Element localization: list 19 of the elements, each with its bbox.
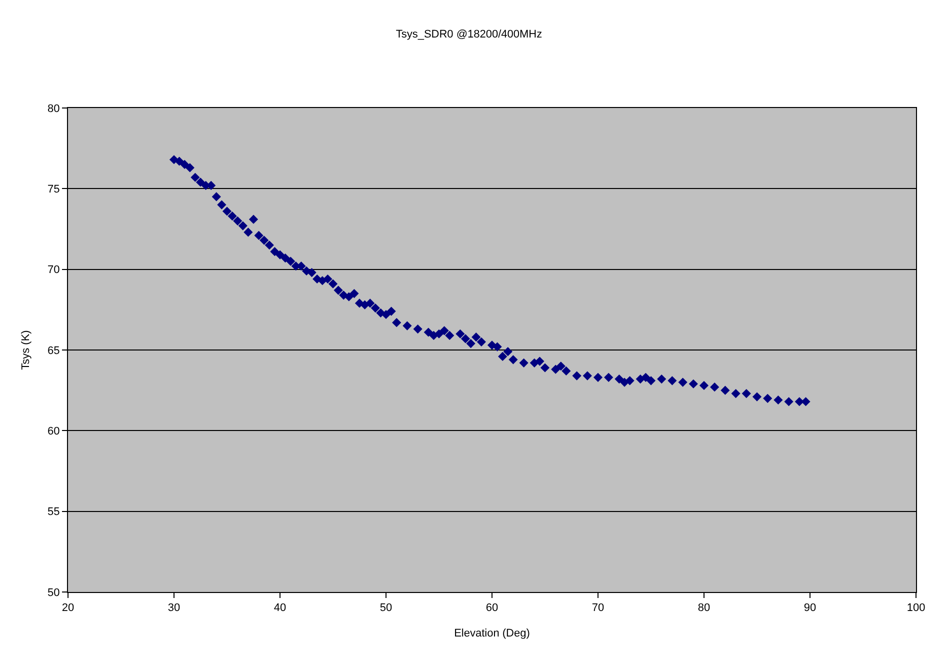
x-tick-label: 30 — [168, 602, 180, 614]
x-axis-title: Elevation (Deg) — [454, 627, 530, 640]
y-tick-label: 50 — [48, 586, 60, 599]
chart-title: Tsys_SDR0 @18200/400MHz — [396, 28, 542, 40]
x-tick-label: 80 — [698, 602, 710, 614]
y-tick-label: 60 — [48, 426, 60, 438]
x-tick-label: 60 — [486, 602, 498, 614]
x-tick-label: 100 — [906, 602, 926, 614]
x-tick-label: 70 — [592, 602, 604, 614]
y-tick-label: 65 — [48, 344, 60, 357]
y-axis-title: Tsys (K) — [20, 330, 32, 370]
y-tick-label: 80 — [48, 102, 60, 115]
x-tick-label: 20 — [62, 602, 74, 614]
x-tick-label: 40 — [274, 602, 286, 614]
x-tick-label: 90 — [804, 602, 816, 614]
y-tick-label: 70 — [48, 264, 60, 276]
y-tick-label: 75 — [48, 184, 60, 196]
x-tick-label: 50 — [380, 602, 392, 614]
y-tick-label: 55 — [48, 506, 60, 518]
